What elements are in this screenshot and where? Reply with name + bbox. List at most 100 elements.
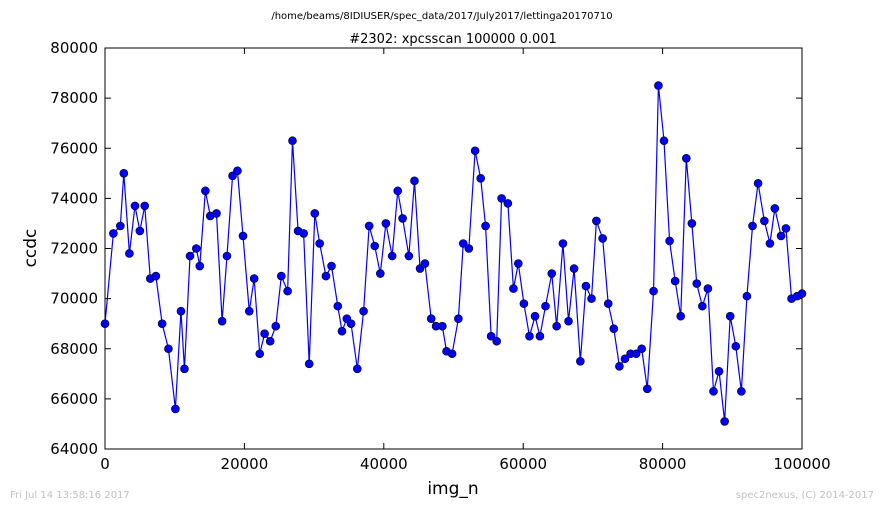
x-tick-label: 0	[100, 455, 110, 473]
data-point	[753, 179, 763, 188]
data-point	[681, 153, 691, 163]
data-point	[497, 194, 506, 203]
data-point	[615, 361, 624, 371]
x-axis-label: img_n	[427, 479, 478, 499]
data-point	[687, 219, 697, 228]
data-point	[731, 341, 741, 351]
data-point	[587, 294, 596, 303]
data-point	[176, 306, 186, 316]
data-point	[100, 319, 110, 328]
data-point	[476, 174, 485, 183]
data-point	[271, 321, 281, 331]
data-point	[725, 311, 735, 321]
data-point	[426, 314, 436, 323]
data-point	[535, 331, 545, 341]
x-tick-label: 100000	[773, 455, 830, 473]
data-point	[714, 367, 724, 376]
data-point	[454, 314, 463, 323]
data-point	[541, 301, 550, 311]
data-point	[509, 284, 518, 293]
data-point	[255, 349, 265, 359]
data-point	[765, 239, 775, 248]
data-point	[665, 236, 674, 246]
series-layer	[100, 81, 807, 426]
data-point	[151, 271, 161, 281]
data-point	[603, 299, 613, 308]
data-point	[315, 239, 324, 248]
data-point	[576, 356, 585, 366]
data-point	[781, 224, 791, 233]
data-point	[116, 221, 125, 231]
data-point	[620, 354, 630, 364]
data-point	[514, 259, 523, 268]
data-point	[310, 209, 320, 218]
y-tick-label: 68000	[50, 340, 98, 358]
data-point	[277, 271, 286, 281]
data-point	[387, 251, 397, 261]
data-point	[164, 344, 173, 354]
data-point	[233, 166, 242, 176]
footer-timestamp: Fri Jul 14 13:58:16 2017	[10, 490, 130, 501]
data-point	[737, 387, 746, 396]
data-point	[171, 404, 180, 414]
data-point	[217, 316, 227, 326]
data-point	[558, 239, 568, 248]
x-tick-label: 40000	[360, 455, 408, 473]
data-point	[192, 244, 201, 253]
y-axis-label: ccdc	[21, 229, 41, 268]
data-point	[238, 231, 248, 241]
data-point	[381, 219, 391, 228]
y-tick-label: 78000	[50, 89, 98, 107]
data-point	[569, 264, 579, 273]
footer-credit: spec2nexus, (C) 2014-2017	[736, 490, 874, 501]
data-point	[249, 274, 259, 283]
data-point	[304, 359, 314, 369]
data-point	[703, 284, 713, 293]
data-point	[492, 336, 502, 346]
plot-area	[104, 47, 803, 450]
data-point	[659, 136, 669, 146]
x-tick-label: 60000	[499, 455, 547, 473]
data-point	[410, 176, 419, 186]
data-point	[333, 301, 343, 311]
data-point	[157, 319, 167, 328]
x-tick-label: 20000	[221, 455, 269, 473]
data-point	[260, 329, 269, 339]
data-point	[244, 306, 254, 316]
data-point	[670, 276, 680, 286]
chart-suptitle: /home/beams/8IDIUSER/spec_data/2017/July…	[271, 11, 612, 22]
data-point	[720, 417, 729, 426]
data-point	[709, 387, 718, 396]
y-tick-label: 76000	[50, 139, 98, 157]
data-point	[404, 251, 414, 261]
x-tick-label: 80000	[639, 455, 687, 473]
chart-title: #2302: xpcsscan 100000 0.001	[349, 32, 557, 47]
data-point	[212, 209, 221, 218]
data-point	[631, 349, 641, 359]
data-point	[299, 229, 308, 238]
data-point	[370, 241, 380, 251]
data-point	[337, 326, 347, 336]
data-point	[288, 136, 297, 146]
data-point	[470, 146, 480, 156]
data-point	[398, 214, 407, 223]
data-point	[130, 201, 140, 211]
data-point	[458, 239, 468, 248]
data-point	[649, 286, 658, 296]
ticks-layer: 0 20000 40000 60000 80000 100000 64000 66000 680…	[50, 39, 830, 473]
data-point	[321, 271, 331, 281]
data-point	[464, 244, 474, 253]
data-point	[547, 269, 557, 278]
y-tick-label: 64000	[50, 440, 98, 458]
y-tick-label: 80000	[50, 39, 98, 57]
y-tick-label: 72000	[50, 240, 98, 258]
data-point	[195, 261, 205, 271]
data-point	[530, 311, 540, 321]
data-point	[552, 321, 561, 331]
data-point	[748, 221, 757, 231]
data-point	[185, 251, 195, 261]
data-point	[676, 311, 686, 321]
data-point	[109, 229, 118, 238]
data-point	[265, 336, 275, 346]
